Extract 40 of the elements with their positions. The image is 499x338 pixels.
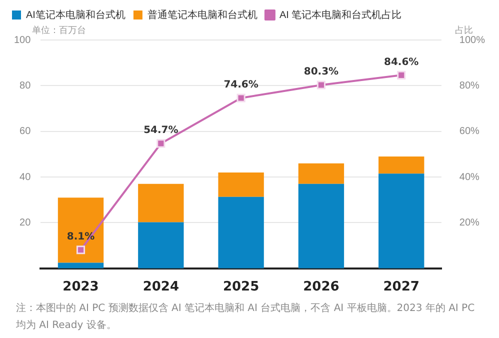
x-tick-label: 2023 (62, 280, 99, 295)
data-label: 84.6% (384, 56, 419, 68)
y-tick-label: 20 (20, 217, 32, 228)
y-tick-label: 60 (20, 126, 32, 138)
y2-tick-label: 60% (459, 126, 480, 138)
x-tick-label: 2027 (383, 280, 420, 295)
bar (58, 198, 104, 263)
y-axis-title: 单位：百万台 (32, 24, 86, 36)
point (236, 94, 246, 102)
bar (298, 163, 344, 184)
bar (298, 184, 344, 268)
bar (218, 196, 264, 268)
bar (378, 156, 424, 174)
bar (138, 184, 184, 222)
x-tick-label: 2025 (222, 280, 260, 295)
legend-label: 普通笔记本电脑和台式机 (147, 8, 258, 21)
y-tick-label: 100 (14, 34, 32, 46)
text: 注：本图中的 AI PC 预测数据仅含 AI 笔记本电脑和 AI 台式电脑，不含 AI 平板电脑。2023 年的 AI PC 均为 AI Ready 设备。 (16, 302, 476, 333)
bar (58, 262, 104, 268)
point (397, 70, 406, 80)
y2-tick-label: 80% (459, 80, 480, 92)
x-tick-label: 2026 (303, 280, 340, 295)
point (76, 246, 86, 254)
bar (138, 222, 184, 268)
legend-label: AI笔记本电脑和台式机 (26, 8, 126, 21)
data-label: 74.6% (224, 80, 258, 91)
point (316, 80, 326, 90)
point (156, 139, 166, 148)
bar (218, 172, 264, 197)
legend-label: AI 笔记本电脑和台式机占比 (279, 8, 402, 21)
y2-axis-title: 占比 (455, 24, 473, 36)
data-label: 80.3% (304, 66, 339, 78)
data-label: 54.7% (144, 125, 178, 136)
y2-tick-label: 40% (459, 172, 480, 183)
bar (378, 174, 424, 268)
x-tick-label: 2024 (142, 280, 179, 295)
y2-tick-label: 20% (459, 217, 480, 228)
y-tick-label: 80 (20, 80, 32, 92)
y2-tick-label: 100% (459, 34, 486, 46)
y-tick-label: 40 (20, 172, 32, 183)
